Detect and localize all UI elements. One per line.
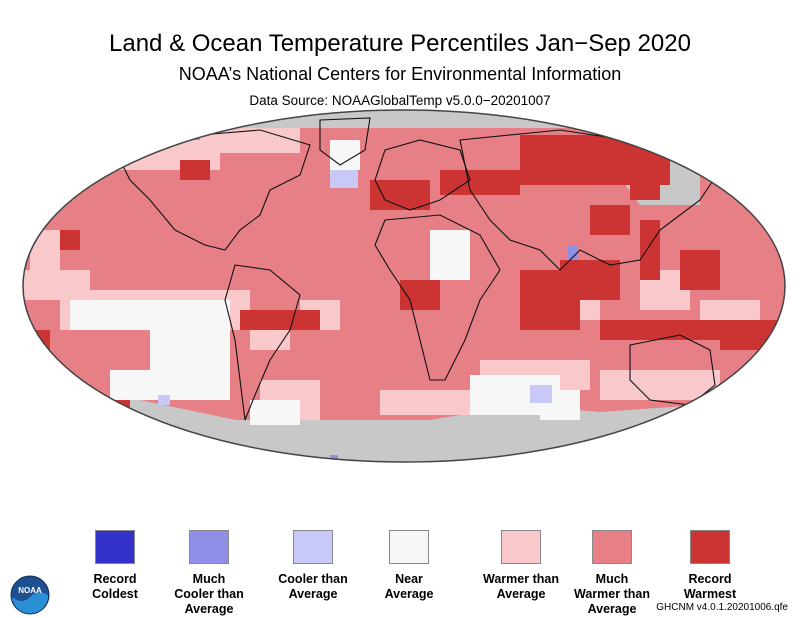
legend-record-warmest: Record Warmest [655, 530, 765, 602]
record-warmest-region [720, 320, 780, 350]
record-warmest-region [590, 205, 630, 235]
legend-swatch [389, 530, 429, 564]
legend-swatch [592, 530, 632, 564]
near-average-region [430, 230, 470, 280]
legend-label-line: Cooler than [278, 572, 348, 586]
legend-swatch [293, 530, 333, 564]
record-warmest-region [630, 180, 660, 200]
record-warmest-region [400, 280, 440, 310]
legend-label-line: Average [587, 602, 637, 616]
record-warmest-region [560, 260, 620, 300]
near-average-region [70, 300, 230, 330]
south-america-outline [224, 264, 301, 421]
warmer-region [200, 128, 300, 153]
legend-warmer: Warmer than Average [466, 530, 576, 602]
legend-swatch [189, 530, 229, 564]
legend-label-line: Average [288, 587, 338, 601]
map-title: Land & Ocean Temperature Percentiles Jan… [109, 30, 691, 57]
record-warmest-region [680, 250, 720, 290]
record-warmest-region [700, 420, 740, 435]
record-warmest-region [520, 135, 670, 185]
legend-swatch [501, 530, 541, 564]
noaa-logo-icon: NOAA [10, 575, 50, 615]
record-warmest-region [640, 220, 660, 280]
greenland-outline [319, 117, 371, 166]
legend-label-line: Warmer than [574, 587, 650, 601]
cooler-region [158, 395, 170, 405]
legend-much-warmer: Much Warmer than Average [557, 530, 667, 617]
legend-label-line: Warmer than [483, 572, 559, 586]
legend-label-line: Much [192, 572, 226, 586]
warmer-region [30, 230, 60, 270]
legend-label-line: Much [595, 572, 629, 586]
near-average-region [250, 400, 300, 425]
map-subtitle: NOAA’s National Centers for Environmenta… [178, 64, 622, 84]
legend-cooler: Cooler than Average [258, 530, 368, 602]
legend-much-cooler: Much Cooler than Average [154, 530, 264, 617]
warmer-region [600, 370, 720, 400]
near-average-region [330, 140, 360, 170]
africa-outline [374, 214, 501, 381]
legend-label-line: Average [384, 587, 434, 601]
legend-near-average: Near Average [354, 530, 464, 602]
warmer-region [380, 390, 480, 415]
legend-label-line: Average [496, 587, 546, 601]
record-warmest-region [180, 160, 210, 180]
much-cooler-region [568, 245, 578, 263]
legend-swatch [690, 530, 730, 564]
noaa-logo-text: NOAA [18, 586, 42, 595]
globe-border [22, 109, 786, 463]
legend-swatch [95, 530, 135, 564]
record-warmest-region [370, 180, 430, 210]
legend-label-line: Average [184, 602, 234, 616]
cooler-region [530, 385, 552, 403]
cooler-region [330, 170, 358, 188]
record-warmest-region [440, 170, 520, 195]
version-footer: GHCNM v4.0.1.20201006.qfe [656, 602, 788, 613]
warmer-region [23, 270, 90, 300]
record-warmest-region [90, 400, 130, 415]
near-average-region [150, 330, 230, 370]
legend-record-coldest: Record Coldest [60, 530, 170, 602]
data-source: Data Source: NOAAGlobalTemp v5.0.0−20201… [249, 93, 551, 108]
legend-label-line: Record [688, 572, 732, 586]
legend-label-line: Cooler than [174, 587, 244, 601]
record-warmest-region [60, 230, 80, 250]
europe-outline [374, 139, 471, 211]
antarctic-no-data [23, 420, 785, 462]
legend-label-line: Warmest [683, 587, 737, 601]
legend-label-line: Near [395, 572, 423, 586]
legend-label-line: Coldest [92, 587, 138, 601]
legend-label-line: Record [93, 572, 137, 586]
map-body [23, 110, 785, 462]
record-warmest-region [240, 310, 320, 330]
